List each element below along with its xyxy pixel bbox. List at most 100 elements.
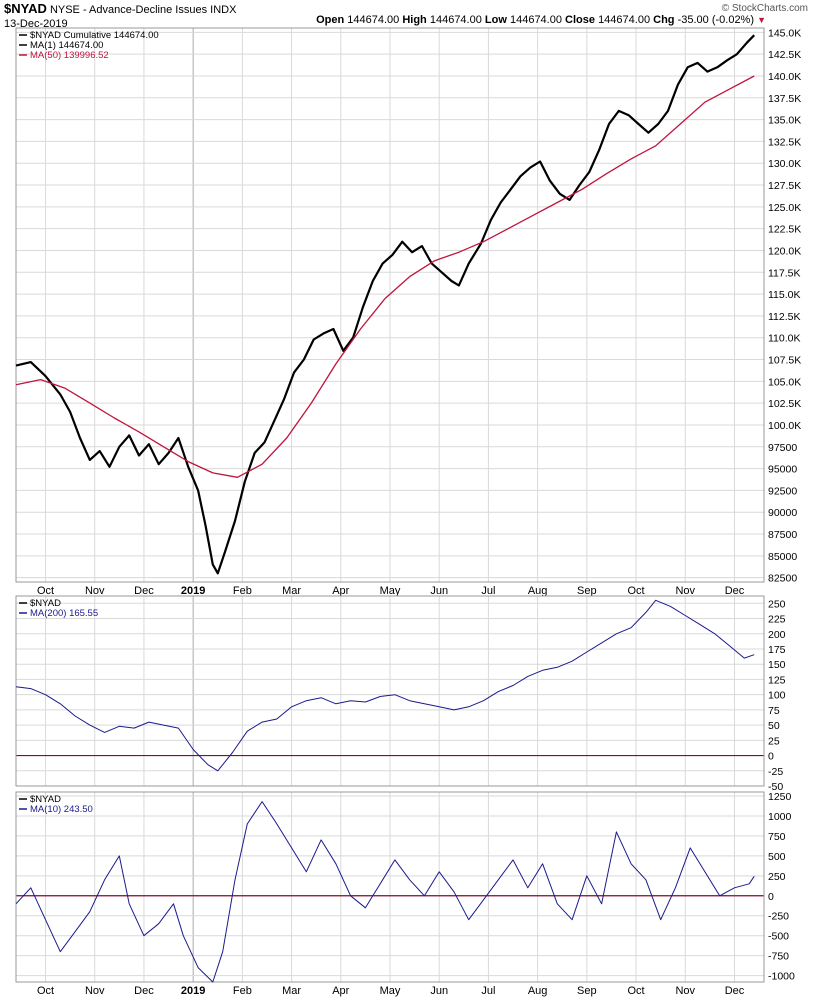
y-tick-label: 175: [768, 644, 786, 656]
watermark: © StockCharts.com: [721, 3, 808, 14]
y-tick-label: 250: [768, 871, 786, 883]
panel-border: [15, 27, 765, 583]
y-tick-label: 250: [768, 598, 786, 610]
y-tick-label: 115.0K: [768, 289, 801, 301]
y-tick-label: 107.5K: [768, 355, 801, 367]
exchange: INDX: [210, 4, 237, 16]
y-tick-label: 140.0K: [768, 71, 801, 83]
x-tick-label: Sep: [577, 985, 597, 997]
x-tick-label: Jun: [430, 985, 448, 997]
chg-value: -35.00 (-0.02%): [677, 14, 755, 26]
legend-entry: MA(200) 165.55: [30, 608, 98, 619]
y-tick-label: 125.0K: [768, 202, 801, 214]
y-tick-label: 0: [768, 751, 774, 763]
oscillator-line: [15, 801, 755, 983]
x-tick-label: Dec: [134, 985, 154, 997]
x-tick-label: Oct: [37, 585, 54, 597]
ohlc-bar: Open 144674.00 High 144674.00 Low 144674…: [316, 14, 766, 26]
x-tick-label: Sep: [577, 585, 597, 597]
x-tick-label: Mar: [282, 985, 301, 997]
panel-border: [15, 791, 765, 983]
high-label: High: [402, 14, 427, 26]
y-tick-label: 87500: [768, 529, 797, 541]
x-tick-label: 2019: [181, 985, 205, 997]
y-tick-label: 112.5K: [768, 311, 801, 323]
y-tick-label: 85000: [768, 551, 797, 563]
open-label: Open: [316, 14, 345, 26]
y-tick-label: 125: [768, 674, 786, 686]
y-tick-label: 25: [768, 735, 780, 747]
low-label: Low: [484, 14, 507, 26]
x-tick-label: Oct: [627, 585, 644, 597]
legend-entry: $NYAD: [30, 598, 61, 609]
y-tick-label: 105.0K: [768, 376, 801, 388]
x-tick-label: Jul: [481, 985, 495, 997]
y-tick-label: 110.0K: [768, 333, 801, 345]
oscillator-line: [15, 599, 755, 772]
y-tick-label: 122.5K: [768, 224, 801, 236]
x-tick-label: Aug: [528, 585, 548, 597]
y-tick-label: 117.5K: [768, 267, 801, 279]
y-tick-label: 1250: [768, 791, 792, 803]
y-tick-label: 135.0K: [768, 115, 801, 127]
y-tick-label: 132.5K: [768, 136, 801, 148]
y-tick-label: 130.0K: [768, 158, 801, 170]
y-tick-label: -250: [768, 911, 789, 923]
y-tick-label: 137.5K: [768, 93, 801, 105]
x-tick-label: Feb: [233, 585, 252, 597]
x-tick-label: Oct: [37, 985, 54, 997]
low-value: 144674.00: [509, 14, 562, 26]
x-tick-label: Nov: [675, 585, 695, 597]
x-tick-label: Nov: [85, 585, 105, 597]
x-tick-label: Oct: [627, 985, 644, 997]
price-line: [15, 34, 755, 575]
y-tick-label: 127.5K: [768, 180, 801, 192]
x-tick-label: Aug: [528, 985, 548, 997]
x-tick-label: Nov: [675, 985, 695, 997]
y-tick-label: 200: [768, 629, 786, 641]
symbol: $NYAD: [4, 1, 47, 16]
x-tick-label: Apr: [332, 985, 349, 997]
close-label: Close: [565, 14, 595, 26]
y-tick-label: -750: [768, 951, 789, 963]
x-tick-label: Dec: [134, 585, 154, 597]
panel-border: [15, 595, 765, 787]
x-tick-label: May: [380, 985, 401, 997]
x-tick-label: Mar: [282, 585, 301, 597]
header-left: $NYAD NYSE - Advance-Decline Issues INDX…: [4, 2, 236, 31]
high-value: 144674.00: [429, 14, 482, 26]
x-tick-label: Apr: [332, 585, 349, 597]
legend-entry: MA(10) 243.50: [30, 804, 93, 815]
y-tick-label: 97500: [768, 442, 797, 454]
legend-entry: $NYAD: [30, 794, 61, 805]
chart-date: 13-Dec-2019: [4, 18, 68, 30]
y-tick-label: 750: [768, 831, 786, 843]
x-tick-label: Nov: [85, 985, 105, 997]
y-tick-label: 82500: [768, 573, 797, 585]
y-tick-label: -1000: [768, 971, 795, 983]
legend-entry: MA(50) 139996.52: [30, 50, 109, 61]
x-tick-label: Dec: [725, 585, 745, 597]
y-tick-label: 500: [768, 851, 786, 863]
y-tick-label: 100.0K: [768, 420, 801, 432]
y-tick-label: 225: [768, 614, 786, 626]
y-tick-label: 50: [768, 720, 780, 732]
legend-entry: MA(1) 144674.00: [30, 40, 103, 51]
y-tick-label: 0: [768, 891, 774, 903]
y-tick-label: 150: [768, 659, 786, 671]
down-triangle-icon: ▼: [757, 15, 766, 25]
y-tick-label: -500: [768, 931, 789, 943]
y-tick-label: 120.0K: [768, 245, 801, 257]
ma50-line: [15, 75, 755, 478]
y-tick-label: 90000: [768, 507, 797, 519]
legend-entry: $NYAD Cumulative 144674.00: [30, 30, 159, 41]
x-tick-label: Jul: [481, 585, 495, 597]
index-name: NYSE - Advance-Decline Issues: [49, 4, 208, 16]
y-tick-label: 92500: [768, 485, 797, 497]
y-tick-label: 142.5K: [768, 49, 801, 61]
open-value: 144674.00: [347, 14, 400, 26]
y-tick-label: 75: [768, 705, 780, 717]
y-tick-label: 1000: [768, 811, 792, 823]
x-tick-label: 2019: [181, 585, 205, 597]
